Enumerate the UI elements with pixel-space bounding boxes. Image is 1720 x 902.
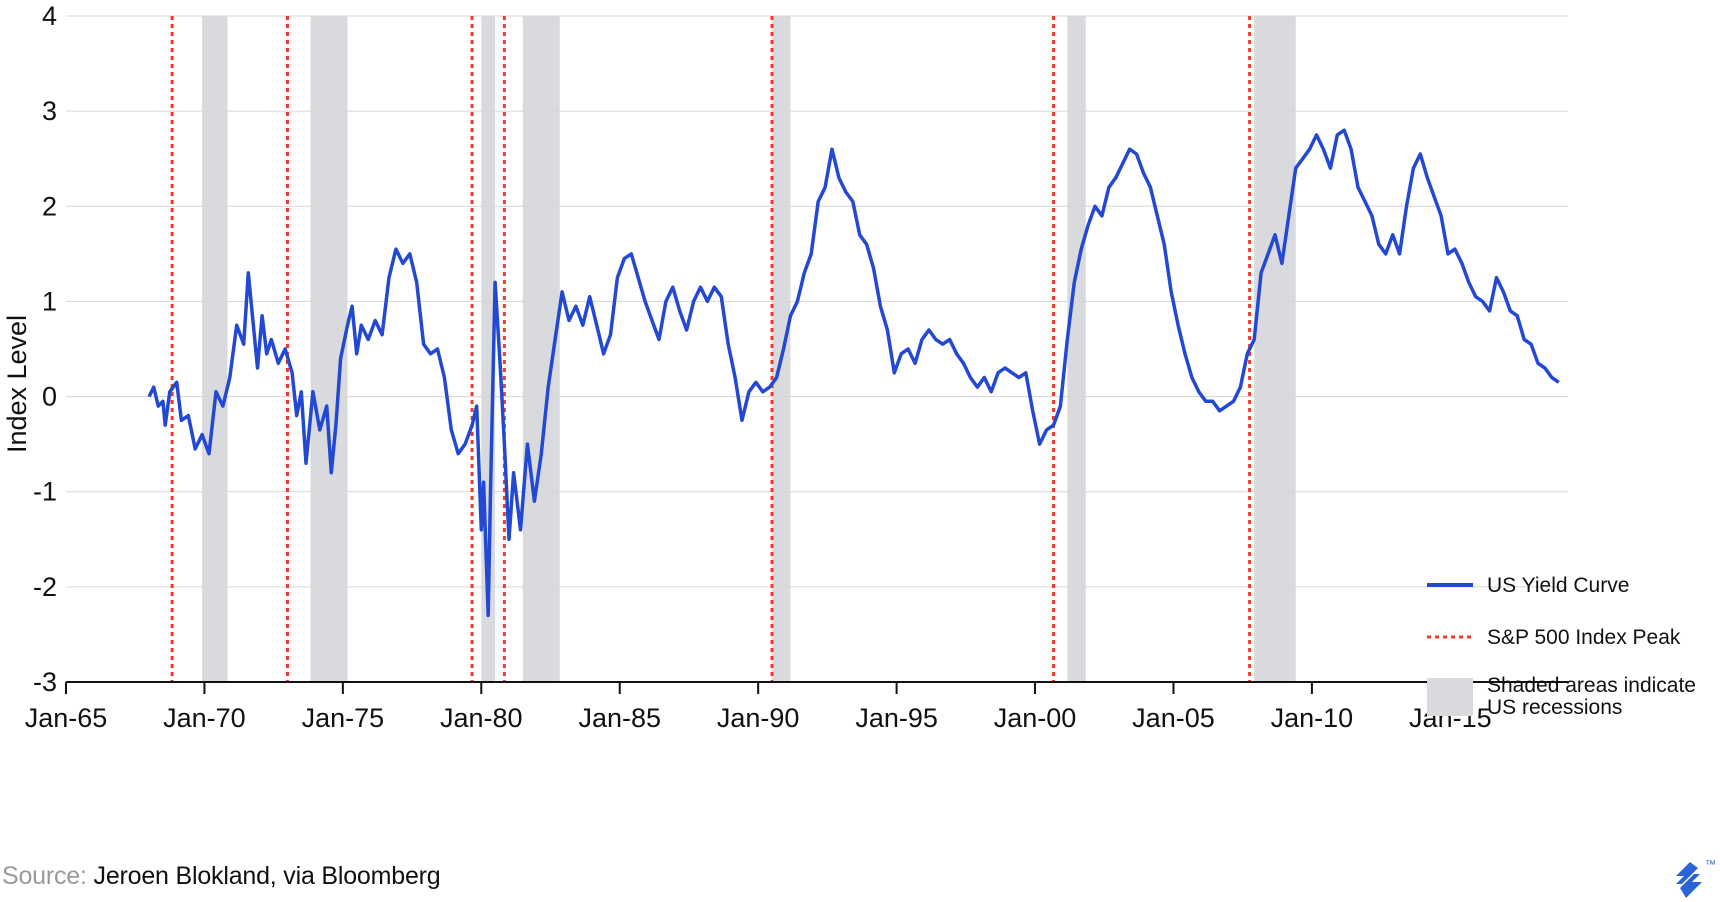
source-note: Source: Jeroen Blokland, via Bloomberg — [2, 862, 441, 891]
logo-mark-icon — [1676, 862, 1702, 898]
x-tick-label: Jan-05 — [1132, 703, 1215, 733]
yield-curve-series — [147, 128, 1560, 618]
legend: US Yield Curve S&P 500 Index Peak Shaded… — [1427, 574, 1696, 719]
source-label: Source: — [2, 862, 87, 890]
y-tick-label: 1 — [42, 286, 57, 316]
x-tick-label: Jan-75 — [302, 703, 385, 733]
source-value: Jeroen Blokland, via Bloomberg — [93, 862, 441, 890]
x-tick-label: Jan-80 — [440, 703, 523, 733]
y-tick-label: -1 — [33, 477, 57, 507]
y-tick-label: 2 — [42, 191, 57, 221]
y-tick-label: 0 — [42, 382, 57, 412]
x-tick-label: Jan-00 — [994, 703, 1077, 733]
y-tick-label: -2 — [33, 572, 57, 602]
y-tick-label: 4 — [42, 1, 57, 31]
legend-label-line: Shaded areas indicate — [1487, 674, 1696, 697]
legend-label-sp500-peak: S&P 500 Index Peak — [1487, 626, 1681, 649]
x-tick-label: Jan-90 — [717, 703, 800, 733]
legend-swatch-area — [1427, 678, 1473, 716]
legend-label-line: US recessions — [1487, 696, 1622, 719]
y-tick-label: -3 — [33, 667, 57, 697]
x-tick-label: Jan-95 — [855, 703, 938, 733]
recession-band-5 — [1067, 16, 1086, 682]
recession-shading-layer — [202, 16, 1296, 682]
logo-trademark: ™ — [1705, 859, 1716, 871]
legend-label-recessions: Shaded areas indicate US recessions — [1487, 674, 1696, 719]
gridlines — [66, 15, 1568, 588]
x-tick-label: Jan-70 — [163, 703, 246, 733]
series-line-0 — [147, 128, 1560, 618]
axes: -3 -2 -1 0 1 2 3 4 Jan-65 Jan-70 Jan-75 Jan-80 Jan-8… — [25, 1, 1568, 733]
x-tick-label: Jan-10 — [1271, 703, 1354, 733]
brand-logo: ™ — [1676, 859, 1716, 898]
recession-band-0 — [202, 16, 228, 682]
recession-band-4 — [772, 16, 791, 682]
recession-band-6 — [1254, 16, 1296, 682]
legend-label-yield-curve: US Yield Curve — [1487, 574, 1629, 597]
x-tick-label: Jan-85 — [578, 703, 661, 733]
x-tick-label: Jan-65 — [25, 703, 108, 733]
y-axis-title: Index Level — [2, 315, 32, 453]
y-tick-label: 3 — [42, 96, 57, 126]
sp500-peak-markers — [170, 16, 1252, 682]
